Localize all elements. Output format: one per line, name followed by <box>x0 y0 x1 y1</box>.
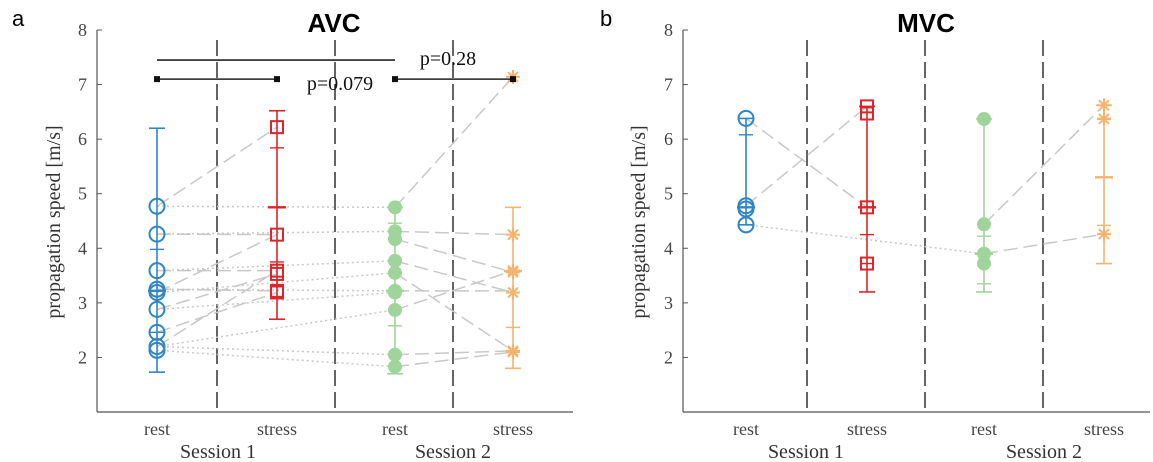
paired-line <box>156 309 396 348</box>
data-point <box>148 197 166 215</box>
data-point <box>270 285 284 300</box>
y-axis-label: propagation speed [m/s] <box>628 125 650 318</box>
group-label: Session 1 <box>768 441 844 462</box>
data-point <box>506 285 520 300</box>
y-tick-label: 2 <box>78 347 87 367</box>
x-tick-label: rest <box>144 419 170 439</box>
data-point <box>388 200 402 215</box>
x-tick-label: stress <box>1084 419 1124 439</box>
paired-line <box>156 233 278 236</box>
data-point <box>1097 227 1111 242</box>
data-point <box>977 111 991 126</box>
data-point <box>388 347 402 362</box>
paired-line <box>156 233 278 294</box>
group-label: Session 2 <box>415 441 491 462</box>
y-tick-label: 3 <box>664 293 673 313</box>
y-tick-label: 6 <box>664 129 673 149</box>
x-tick-label: rest <box>382 419 408 439</box>
data-point <box>977 217 991 232</box>
y-tick-label: 8 <box>78 20 87 40</box>
y-tick-label: 4 <box>664 238 673 258</box>
panel-mvc: b MVC propagation speed [m/s] Session 1 … <box>600 6 1150 462</box>
y-tick-label: 4 <box>78 238 87 258</box>
data-point <box>270 266 284 281</box>
paired-line <box>983 233 1105 255</box>
y-axis-label: propagation speed [m/s] <box>43 125 65 318</box>
data-point <box>148 283 166 301</box>
paired-line <box>156 273 278 311</box>
data-point <box>270 120 284 135</box>
y-tick-label: 7 <box>78 75 87 95</box>
chart-title: MVC <box>897 8 955 38</box>
data-point <box>148 341 166 359</box>
data-point <box>506 265 520 280</box>
x-tick-label: stress <box>847 419 887 439</box>
data-point <box>388 253 402 268</box>
bracket-end <box>154 76 160 83</box>
paired-line <box>156 126 278 207</box>
data-point <box>737 109 755 127</box>
paired-line <box>394 238 514 274</box>
paired-line <box>983 104 1105 225</box>
data-point <box>860 106 874 121</box>
data-point <box>506 227 520 242</box>
paired-line <box>745 105 868 207</box>
data-point <box>388 265 402 280</box>
panel-avc: a AVC propagation speed [m/s] Session 1 … <box>12 6 573 462</box>
data-point <box>506 344 520 359</box>
plot-area: 2 3 4 5 6 7 8 rest stress rest stress p=0.079 p=0.28 <box>78 20 573 439</box>
paired-line <box>745 224 985 255</box>
data-point <box>388 232 402 247</box>
x-tick-label: stress <box>257 419 297 439</box>
data-point <box>860 200 874 215</box>
paired-line <box>156 270 278 348</box>
paired-line <box>156 230 396 235</box>
paired-line <box>394 260 514 294</box>
panel-letter: b <box>600 6 612 31</box>
x-tick-label: rest <box>971 419 997 439</box>
x-tick-label: stress <box>493 419 533 439</box>
y-tick-label: 5 <box>664 184 673 204</box>
data-point <box>148 225 166 243</box>
significance-label: p=0.079 <box>307 73 373 95</box>
bracket-end <box>392 76 398 83</box>
y-tick-label: 2 <box>664 347 673 367</box>
paired-line <box>394 230 514 236</box>
chart-title: AVC <box>308 8 361 38</box>
y-tick-label: 6 <box>78 129 87 149</box>
data-point <box>1097 98 1111 113</box>
bracket-end <box>274 76 280 83</box>
plot-area: 2 3 4 5 6 7 8 rest stress rest stress <box>664 20 1150 439</box>
y-tick-label: 3 <box>78 293 87 313</box>
paired-line <box>394 76 514 208</box>
paired-line <box>394 351 514 368</box>
paired-line <box>394 272 514 352</box>
data-point <box>148 262 166 280</box>
x-tick-label: rest <box>733 419 759 439</box>
paired-line <box>156 291 396 311</box>
data-point <box>270 227 284 242</box>
data-point <box>1097 111 1111 126</box>
y-tick-label: 5 <box>78 184 87 204</box>
data-point <box>388 359 402 374</box>
data-point <box>860 99 874 114</box>
bracket-end <box>510 76 516 83</box>
paired-line <box>156 291 278 334</box>
y-tick-label: 7 <box>664 75 673 95</box>
panel-letter: a <box>12 6 25 31</box>
significance-label: p=0.28 <box>420 48 476 70</box>
paired-line <box>156 349 396 368</box>
y-tick-label: 8 <box>664 20 673 40</box>
data-point <box>737 216 755 234</box>
data-point <box>388 285 402 300</box>
paired-line <box>745 117 868 208</box>
data-point <box>977 256 991 271</box>
data-point <box>148 300 166 318</box>
paired-line <box>394 269 514 311</box>
group-label: Session 1 <box>180 441 256 462</box>
data-point <box>860 256 874 271</box>
data-point <box>388 302 402 317</box>
group-label: Session 2 <box>1006 441 1082 462</box>
